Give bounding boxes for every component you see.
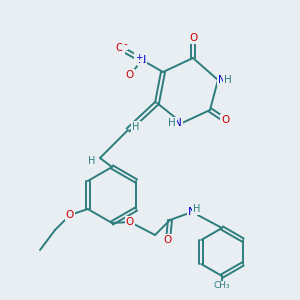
- Text: O: O: [116, 43, 124, 53]
- Text: N: N: [218, 75, 226, 85]
- Text: O: O: [66, 210, 74, 220]
- Text: N: N: [174, 118, 182, 128]
- Text: O: O: [126, 217, 134, 227]
- Text: H: H: [224, 75, 232, 85]
- Text: N: N: [138, 55, 146, 65]
- Text: O: O: [164, 235, 172, 245]
- Text: N: N: [188, 207, 196, 217]
- Text: H: H: [88, 156, 96, 166]
- Text: -: -: [123, 39, 127, 49]
- Text: H: H: [168, 118, 176, 128]
- Text: H: H: [193, 204, 201, 214]
- Text: O: O: [189, 33, 197, 43]
- Text: O: O: [126, 70, 134, 80]
- Text: +: +: [135, 52, 143, 62]
- Text: H: H: [132, 122, 140, 132]
- Text: CH₃: CH₃: [214, 281, 230, 290]
- Text: O: O: [221, 115, 229, 125]
